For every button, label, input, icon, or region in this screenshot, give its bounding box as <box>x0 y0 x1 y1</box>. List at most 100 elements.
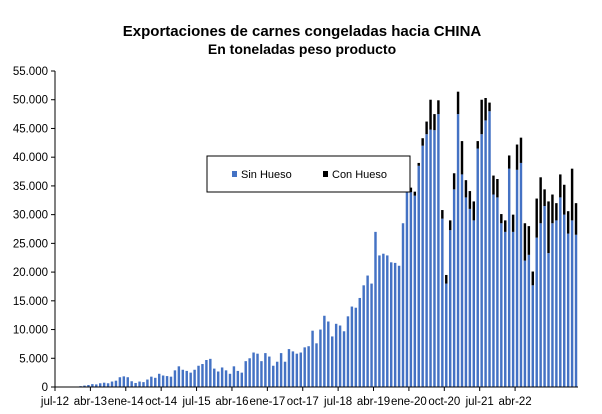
bar-sin-hueso <box>122 376 126 387</box>
bar-sin-hueso <box>346 316 350 387</box>
bar-sin-hueso <box>382 253 385 387</box>
x-axis: jul-12 abr-13 ene-14 oct-14 jul-15 abr-16 ene-… <box>40 386 578 408</box>
bar-sin-hueso <box>425 134 428 387</box>
bar-sin-hueso <box>437 114 440 387</box>
bar-sin-hueso <box>527 254 531 387</box>
bar-sin-hueso <box>350 306 354 387</box>
y-tick-label: 10.000 <box>13 325 48 337</box>
bar-sin-hueso <box>480 134 483 387</box>
bar-con-hueso <box>421 138 424 146</box>
bar-sin-hueso <box>334 323 338 387</box>
x-tick-label: abr-22 <box>498 396 531 408</box>
bar-sin-hueso <box>484 120 487 387</box>
bar-sin-hueso <box>303 347 306 387</box>
bar-con-hueso <box>574 203 578 235</box>
bar-sin-hueso <box>114 380 118 387</box>
bar-con-hueso <box>515 144 519 170</box>
legend-label-sin-hueso: Sin Hueso <box>241 169 292 181</box>
bar-sin-hueso <box>209 358 212 387</box>
bar-con-hueso <box>507 155 511 169</box>
bar-sin-hueso <box>472 220 476 387</box>
bar-sin-hueso <box>216 371 220 387</box>
bar-con-hueso <box>570 168 574 221</box>
x-tick-label: abr-19 <box>357 396 390 408</box>
bar-sin-hueso <box>445 283 448 387</box>
bar-sin-hueso <box>126 377 129 387</box>
bar-sin-hueso <box>468 208 472 387</box>
bar-sin-hueso <box>146 379 149 387</box>
bar-sin-hueso <box>244 361 247 387</box>
bar-con-hueso <box>468 191 472 209</box>
bar-sin-hueso <box>154 377 157 387</box>
bar-sin-hueso <box>95 384 98 387</box>
bar-sin-hueso <box>574 234 578 387</box>
bar-sin-hueso <box>83 385 86 387</box>
bar-sin-hueso <box>177 366 181 387</box>
bar-sin-hueso <box>161 375 165 387</box>
bar-sin-hueso <box>327 321 330 387</box>
chart-title: Exportaciones de carnes congeladas hacia… <box>123 23 482 40</box>
x-tick-label: ene-14 <box>108 396 144 408</box>
bar-sin-hueso <box>311 330 314 387</box>
bar-sin-hueso <box>213 368 216 387</box>
bar-con-hueso <box>472 201 476 221</box>
bar-sin-hueso <box>433 130 436 387</box>
bar-sin-hueso <box>331 336 334 387</box>
bar-sin-hueso <box>507 168 511 387</box>
chart-subtitle: En toneladas peso producto <box>208 41 396 57</box>
bar-con-hueso <box>452 173 456 190</box>
bar-sin-hueso <box>110 381 114 387</box>
bar-sin-hueso <box>543 206 546 387</box>
bar-sin-hueso <box>496 197 499 387</box>
bar-sin-hueso <box>118 377 122 387</box>
bar-sin-hueso <box>106 383 110 387</box>
bar-con-hueso <box>433 114 436 131</box>
bar-con-hueso <box>547 201 550 254</box>
bar-sin-hueso <box>488 111 491 387</box>
y-tick-label: 35.000 <box>13 181 48 193</box>
bar-sin-hueso <box>150 376 153 387</box>
bar-sin-hueso <box>185 370 188 387</box>
bar-sin-hueso <box>358 297 361 387</box>
bar-sin-hueso <box>441 218 444 387</box>
bar-sin-hueso <box>492 194 495 387</box>
x-tick-label: oct-17 <box>287 396 319 408</box>
x-tick-label: oct-14 <box>145 396 178 408</box>
bar-sin-hueso <box>173 370 177 387</box>
bar-sin-hueso <box>224 370 228 387</box>
bar-sin-hueso <box>390 262 393 387</box>
y-axis: 0 5.000 10.000 15.000 20.000 25.000 30.000 35.0… <box>13 66 56 394</box>
x-tick-label: oct-20 <box>428 396 460 408</box>
bar-sin-hueso <box>165 376 169 387</box>
bar-con-hueso <box>500 214 503 224</box>
bar-con-hueso <box>559 174 562 198</box>
bar-sin-hueso <box>378 255 381 387</box>
y-tick-label: 30.000 <box>13 210 48 222</box>
bar-sin-hueso <box>268 356 271 387</box>
bar-sin-hueso <box>248 358 251 387</box>
bar-con-hueso <box>539 177 542 224</box>
bar-con-hueso <box>531 271 534 286</box>
bar-sin-hueso <box>429 129 432 387</box>
bar-sin-hueso <box>559 197 562 387</box>
legend-swatch-sin-hueso <box>232 171 237 177</box>
y-tick-label: 15.000 <box>13 296 48 308</box>
bar-con-hueso <box>543 189 546 207</box>
bar-con-hueso <box>480 99 483 135</box>
bar-sin-hueso <box>193 369 196 387</box>
bar-con-hueso <box>488 102 491 112</box>
bar-sin-hueso <box>197 365 200 387</box>
bar-sin-hueso <box>307 346 310 387</box>
bar-sin-hueso <box>87 384 90 387</box>
y-tick-label: 55.000 <box>13 66 48 78</box>
bar-con-hueso <box>413 191 417 196</box>
bar-sin-hueso <box>409 192 413 387</box>
bar-sin-hueso <box>566 233 570 387</box>
bar-con-hueso <box>476 141 479 149</box>
bar-sin-hueso <box>523 260 527 387</box>
bar-sin-hueso <box>142 382 145 387</box>
bar-sin-hueso <box>370 283 373 387</box>
bar-sin-hueso <box>555 220 558 387</box>
bar-con-hueso <box>425 121 428 135</box>
